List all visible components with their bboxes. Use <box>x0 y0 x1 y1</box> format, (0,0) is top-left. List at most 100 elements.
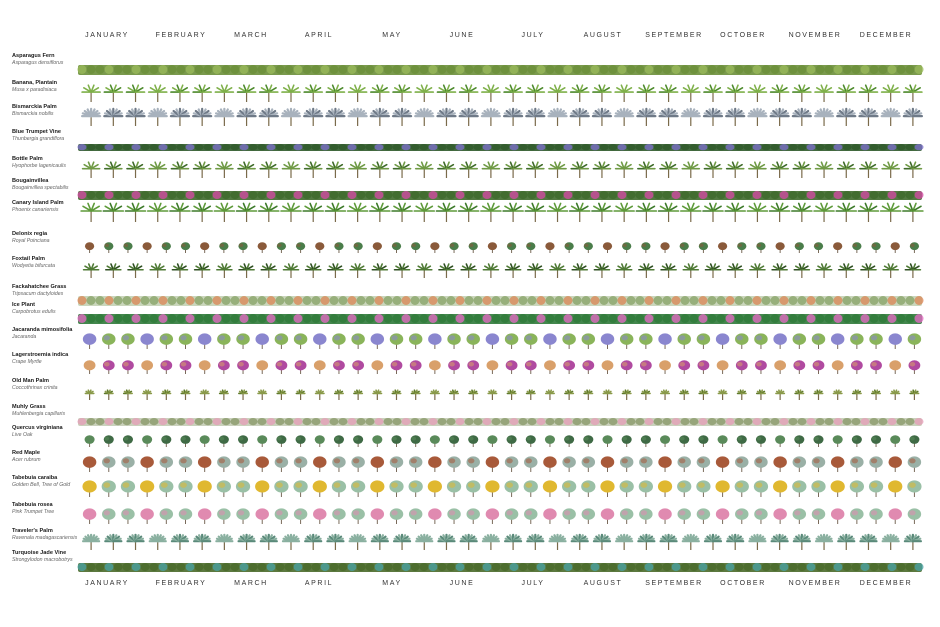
plant-icon <box>792 333 807 349</box>
foliage-clump <box>383 144 393 151</box>
foliage-clump <box>275 144 285 151</box>
foliage-clump <box>131 563 141 572</box>
foliage-clump <box>149 296 159 305</box>
plant-icon <box>437 161 456 178</box>
plant-icon <box>180 435 191 447</box>
foliage-clump <box>860 563 870 572</box>
plant-icon <box>548 533 567 550</box>
foliage-clump <box>392 296 402 305</box>
foliage-clump <box>95 144 105 151</box>
plant-icon <box>813 435 824 447</box>
foliage-clump <box>257 314 267 323</box>
plant-icon <box>775 242 785 253</box>
foliage-clump <box>590 65 600 74</box>
plant-icon <box>312 480 327 497</box>
plant-icon <box>564 389 575 400</box>
plant-icon <box>304 533 323 550</box>
foliage-clump <box>905 314 915 323</box>
plant-icon <box>314 389 325 400</box>
plant-icon <box>637 533 656 550</box>
foliage-clump <box>869 144 879 151</box>
plant-icon <box>523 480 538 497</box>
foliage-clump <box>608 563 618 572</box>
foliage-clump <box>779 144 789 151</box>
foliage-clump <box>581 314 591 323</box>
plant-icon <box>640 389 651 400</box>
foliage-clump <box>707 65 717 74</box>
foliage-clump <box>707 418 717 426</box>
foliage-clump <box>689 296 699 305</box>
foliage-clump <box>797 314 807 323</box>
plant-scientific-name: Royal Poinciana <box>12 238 50 244</box>
foliage-clump <box>293 418 303 426</box>
foliage-clump <box>401 191 411 200</box>
plant-icon <box>236 456 250 472</box>
plant-icon <box>696 508 711 524</box>
plant-icon <box>888 456 902 472</box>
plant-icon <box>748 161 767 178</box>
month-label: JANUARY <box>85 32 129 39</box>
plant-icon <box>214 84 235 102</box>
foliage-clump <box>239 65 249 74</box>
foliage-clump <box>545 563 555 572</box>
foliage-clump <box>473 65 483 74</box>
foliage-clump <box>707 144 717 151</box>
plant-icon <box>677 456 691 472</box>
foliage-clump <box>356 563 366 572</box>
plant-icon <box>773 333 787 349</box>
plant-icon <box>504 508 519 524</box>
foliage-clump <box>257 191 267 200</box>
foliage-clump <box>428 144 438 151</box>
foliage-clump <box>599 314 609 323</box>
plant-scientific-name: Live Oak <box>12 432 33 438</box>
plant-icon <box>315 242 325 253</box>
plant-icon <box>139 480 155 497</box>
month-label: JULY <box>521 580 545 587</box>
plant-icon <box>702 202 724 222</box>
foliage-clump <box>590 563 600 572</box>
foliage-clump <box>824 65 834 74</box>
plant-scientific-name: Asparagus densiflorus <box>12 60 64 66</box>
plant-icon <box>389 480 404 497</box>
plant-icon <box>903 84 923 102</box>
plant-icon <box>869 456 883 472</box>
foliage-clump <box>869 191 879 200</box>
foliage-clump <box>824 418 834 426</box>
plant-icon <box>199 435 210 447</box>
foliage-clump <box>869 418 879 426</box>
plant-icon <box>698 435 709 447</box>
plant-icon <box>680 84 701 102</box>
plant-icon <box>792 533 811 550</box>
plant-scientific-name: Coccothrinax crinita <box>12 385 58 391</box>
plant-common-name: Bismarckia Palm <box>12 104 57 110</box>
foliage-clump <box>77 314 87 323</box>
plant-icon <box>909 389 920 400</box>
plant-icon <box>660 389 671 400</box>
foliage-clump <box>257 296 267 305</box>
foliage-clump <box>536 296 546 305</box>
plant-row: Tabebuia caraiba Golden Bell, Tree of Gol… <box>0 475 940 499</box>
foliage-clump <box>158 296 168 305</box>
foliage-clump <box>896 65 906 74</box>
foliage-clump <box>761 191 771 200</box>
plant-icon <box>836 161 856 178</box>
foliage-clump <box>536 563 546 572</box>
plant-icon <box>548 161 567 178</box>
plant-icon <box>715 456 730 472</box>
foliage-clump <box>824 144 834 151</box>
foliage-clump <box>221 191 231 200</box>
foliage-clump <box>302 563 312 572</box>
plant-icon <box>753 480 769 497</box>
plant-icon <box>274 508 289 524</box>
plant-icon <box>837 533 856 550</box>
foliage-clump <box>554 563 564 572</box>
month-label: NOVEMBER <box>788 32 842 39</box>
foliage-clump <box>662 418 672 426</box>
foliage-clump <box>635 563 645 572</box>
plant-scientific-name: Carpobrotus edulis <box>12 309 56 315</box>
foliage-clump <box>113 144 123 151</box>
plant-icon <box>82 480 97 497</box>
month-label: APRIL <box>304 32 334 39</box>
plant-icon <box>569 107 590 126</box>
plant-icon <box>638 263 655 278</box>
